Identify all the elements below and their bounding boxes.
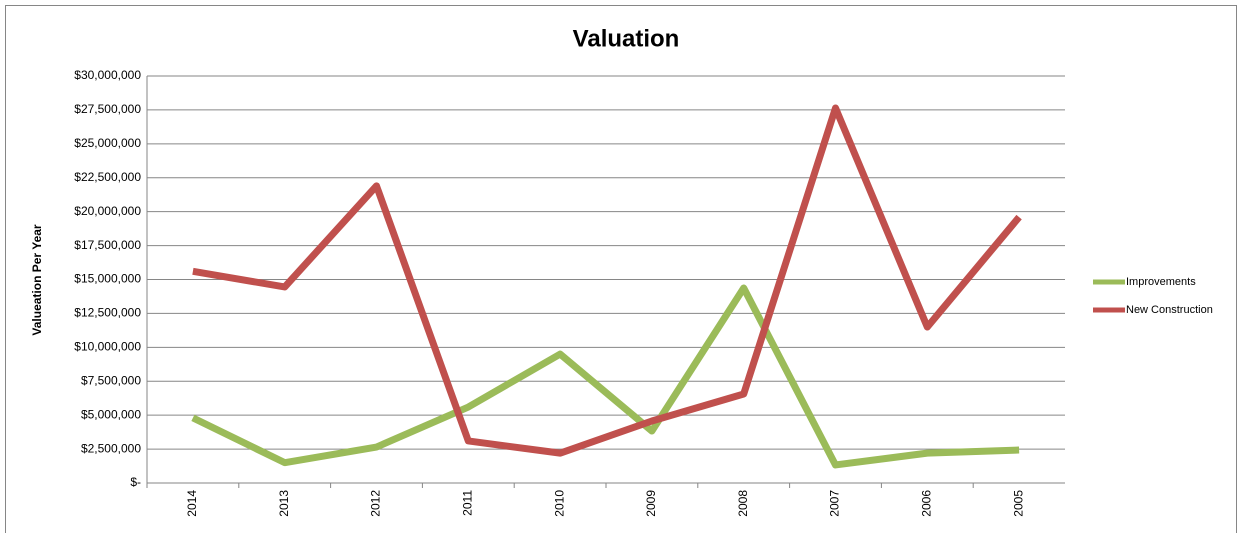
y-tick-label: $12,500,000: [74, 306, 141, 320]
y-tick-label: $25,000,000: [74, 136, 141, 150]
x-tick-label: 2006: [919, 490, 933, 517]
y-tick-label: $27,500,000: [74, 102, 141, 116]
y-tick-label: $17,500,000: [74, 238, 141, 252]
y-tick-label: $10,000,000: [74, 340, 141, 354]
y-tick-label: $15,000,000: [74, 272, 141, 286]
y-tick-label: $5,000,000: [81, 407, 141, 421]
x-tick-label: 2011: [460, 490, 474, 516]
legend-label: New Construction: [1126, 304, 1213, 316]
x-tick-label: 2005: [1011, 490, 1025, 517]
y-axis-title: Valueation Per Year: [30, 224, 44, 336]
series-line: [192, 104, 1022, 457]
y-tick-label: $7,500,000: [81, 373, 141, 387]
chart-border: [5, 5, 1237, 533]
y-tick-label: $2,500,000: [81, 441, 141, 455]
x-tick-label: 2010: [552, 490, 566, 517]
x-tick-label: 2013: [277, 490, 291, 517]
y-tick-label: $22,500,000: [74, 170, 141, 184]
y-tick-label: $30,000,000: [74, 68, 141, 82]
x-tick-label: 2008: [736, 490, 750, 517]
legend-label: Improvements: [1126, 276, 1196, 288]
series-line: [191, 284, 1020, 469]
x-tick-label: 2007: [828, 490, 842, 517]
x-tick-label: 2012: [369, 490, 383, 517]
chart-title: Valuation: [573, 25, 680, 52]
y-tick-label: $-: [130, 475, 141, 489]
x-tick-label: 2009: [644, 490, 658, 517]
x-tick-label: 2014: [185, 490, 199, 517]
y-tick-label: $20,000,000: [74, 204, 141, 218]
